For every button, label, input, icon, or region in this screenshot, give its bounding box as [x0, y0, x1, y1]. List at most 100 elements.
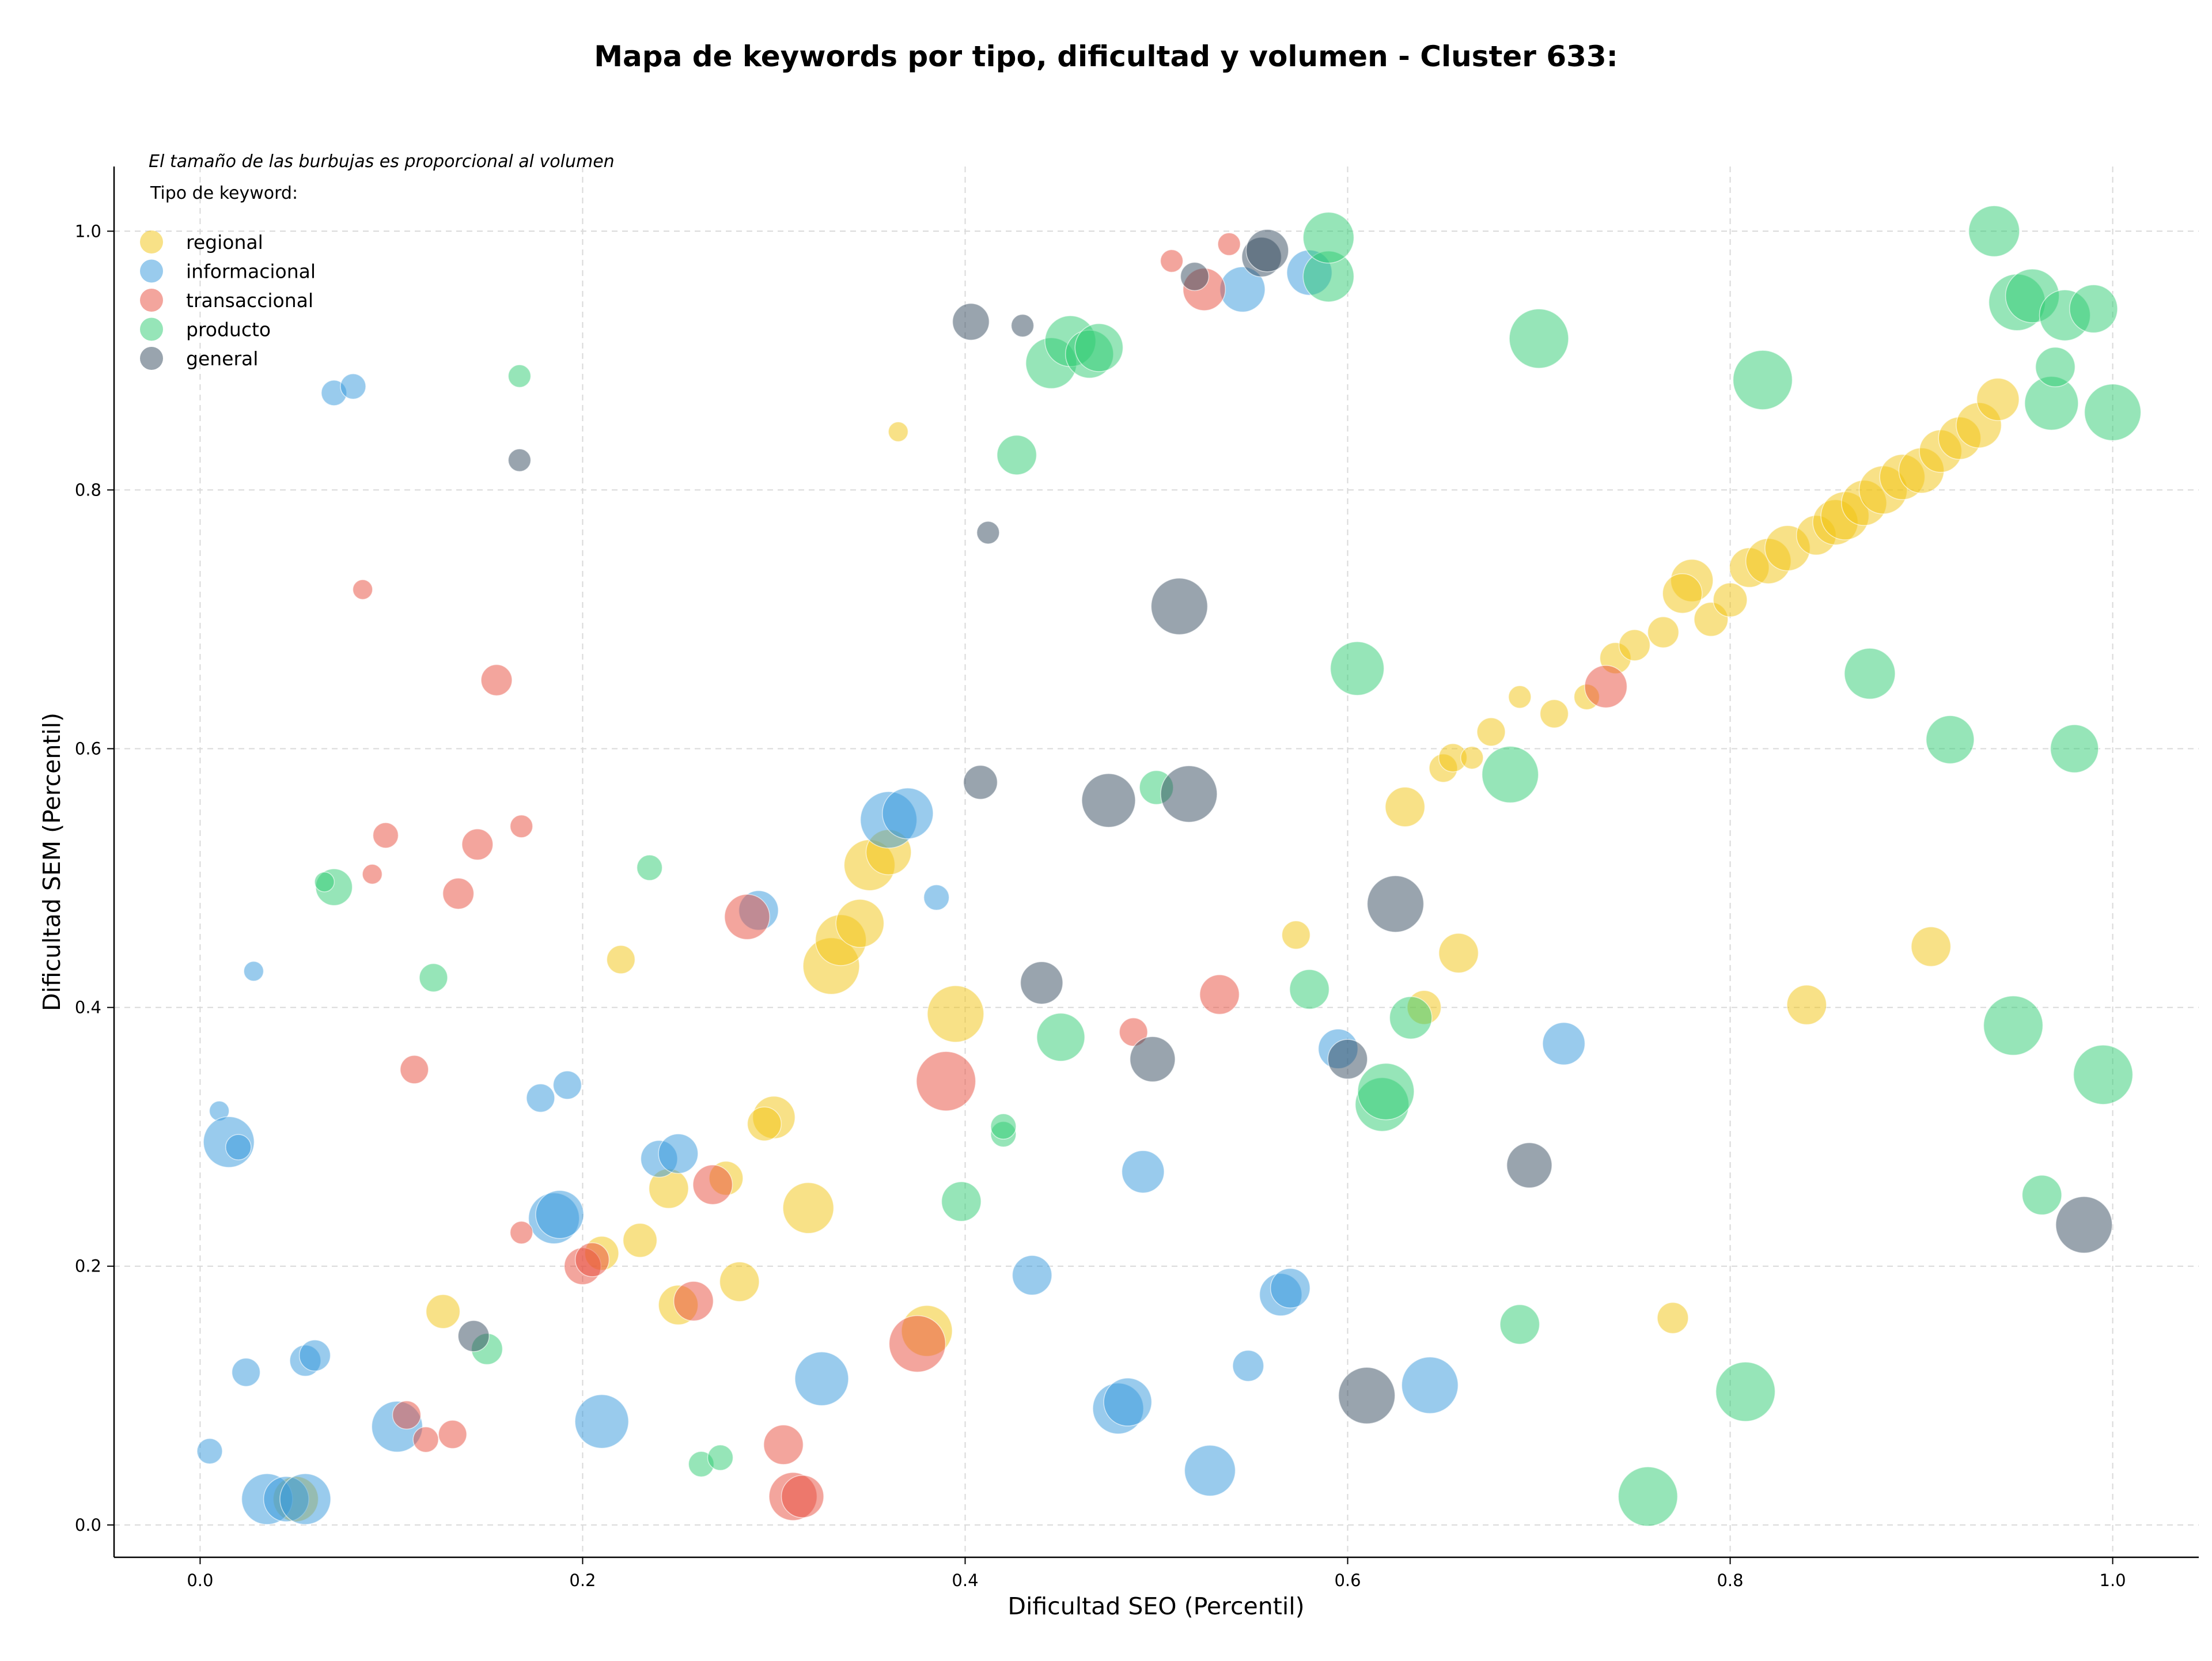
x-tick-label: 0.0: [187, 1571, 213, 1590]
bubble-general: [507, 448, 532, 472]
legend-marker-informacional: [140, 259, 163, 283]
bubble-general: [1366, 875, 1425, 933]
bubble-transaccional: [392, 1400, 422, 1430]
bubble-regional: [1657, 1301, 1689, 1334]
bubble-transaccional: [1119, 1017, 1148, 1047]
bubble-producto: [1732, 350, 1793, 410]
bubble-producto: [2069, 284, 2118, 334]
bubble-transaccional: [412, 1426, 439, 1453]
bubble-producto: [707, 1444, 734, 1471]
bubble-producto: [941, 1181, 982, 1222]
bubble-producto: [1499, 1304, 1540, 1345]
bubble-transaccional: [438, 1420, 467, 1449]
bubble-transaccional: [724, 894, 770, 940]
x-tick-label: 0.6: [1334, 1571, 1361, 1590]
bubble-regional: [719, 1261, 760, 1302]
x-tick-label: 1.0: [2100, 1571, 2126, 1590]
bubble-producto: [2050, 724, 2099, 773]
legend-label-transaccional: transaccional: [186, 289, 313, 312]
chart-title: Mapa de keywords por tipo, dificultad y …: [594, 40, 1618, 73]
bubble-regional: [888, 421, 909, 442]
bubble-transaccional: [509, 814, 533, 838]
bubble-transaccional: [781, 1474, 824, 1518]
bubble-regional: [1508, 685, 1532, 709]
bubble-general: [1150, 577, 1209, 635]
bubble-transaccional: [888, 1315, 946, 1373]
bubble-producto: [1983, 995, 2044, 1056]
bubble-regional: [1713, 582, 1748, 618]
bubble-informacional: [794, 1351, 849, 1406]
x-tick-label: 0.8: [1717, 1571, 1743, 1590]
legend-marker-producto: [140, 317, 163, 341]
data-points: [196, 205, 2142, 1527]
bubble-general: [1010, 313, 1035, 338]
bubble-transaccional: [763, 1424, 804, 1465]
bubble-informacional: [923, 884, 950, 911]
size-note: El tamaño de las burbujas es proporciona…: [149, 152, 615, 172]
bubble-transaccional: [509, 1221, 533, 1244]
bubble-general: [1338, 1367, 1396, 1425]
bubble-producto: [1844, 648, 1896, 700]
bubble-informacional: [552, 1070, 582, 1100]
bubble-informacional: [1542, 1022, 1586, 1066]
y-tick-label: 0.4: [75, 998, 101, 1017]
bubble-general: [1327, 1039, 1368, 1080]
x-tick-label: 0.4: [952, 1571, 978, 1590]
legend: regional informacional transaccional produc…: [140, 230, 316, 370]
bubble-regional: [1786, 985, 1827, 1026]
bubble-transaccional: [673, 1281, 714, 1322]
bubble-general: [952, 302, 990, 341]
bubble-producto: [1618, 1466, 1678, 1527]
bubble-informacional: [1232, 1349, 1264, 1382]
bubble-informacional: [279, 1473, 331, 1525]
bubble-regional: [1911, 926, 1952, 967]
bubble-regional: [622, 1223, 658, 1258]
bubble-transaccional: [461, 828, 494, 861]
y-tick-label: 0.6: [75, 739, 101, 759]
legend-label-general: general: [186, 347, 258, 370]
bubble-informacional: [882, 787, 934, 839]
bubble-regional: [1647, 616, 1680, 649]
y-axis-label: Dificultad SEM (Percentil): [38, 713, 66, 1011]
bubble-regional: [1539, 699, 1569, 729]
bubble-transaccional: [574, 1242, 610, 1277]
bubble-regional: [1281, 920, 1311, 950]
bubble-regional: [1976, 377, 2020, 421]
bubble-producto: [314, 871, 335, 892]
bubble-informacional: [196, 1438, 223, 1465]
bubble-producto: [1074, 323, 1124, 372]
bubble-informacional: [526, 1083, 555, 1113]
bubble-informacional: [1103, 1378, 1153, 1427]
bubble-informacional: [574, 1394, 629, 1449]
bubble-producto: [1357, 1062, 1415, 1121]
bubble-informacional: [1270, 1267, 1310, 1308]
bubble-regional: [425, 1294, 461, 1329]
bubble-producto: [1289, 969, 1330, 1010]
bubble-informacional: [298, 1339, 331, 1372]
bubble-regional: [1460, 746, 1484, 770]
bubble-producto: [990, 1113, 1017, 1140]
bubble-producto: [997, 434, 1037, 475]
x-axis-label: Dificultad SEO (Percentil): [1007, 1592, 1304, 1620]
bubble-producto: [507, 364, 532, 388]
legend-title: Tipo de keyword:: [150, 183, 298, 203]
bubble-informacional: [1401, 1356, 1459, 1414]
bubble-informacional: [535, 1190, 585, 1239]
bubble-transaccional: [1217, 232, 1241, 256]
bubble-regional: [1662, 573, 1703, 614]
bubble-informacional: [231, 1357, 261, 1387]
bubble-transaccional: [362, 864, 383, 885]
x-tick-label: 0.2: [569, 1571, 596, 1590]
bubble-producto: [2035, 347, 2076, 388]
bubble-transaccional: [400, 1055, 429, 1084]
bubble-general: [1245, 229, 1289, 273]
bubble-informacional: [658, 1133, 699, 1174]
bubble-regional: [1385, 786, 1426, 827]
bubble-producto: [1509, 308, 1569, 369]
legend-label-informacional: informacional: [186, 260, 316, 283]
bubble-producto: [1715, 1361, 1776, 1422]
bubble-producto: [1330, 641, 1385, 696]
bubble-transaccional: [1160, 249, 1184, 273]
bubble-general: [1506, 1142, 1552, 1189]
